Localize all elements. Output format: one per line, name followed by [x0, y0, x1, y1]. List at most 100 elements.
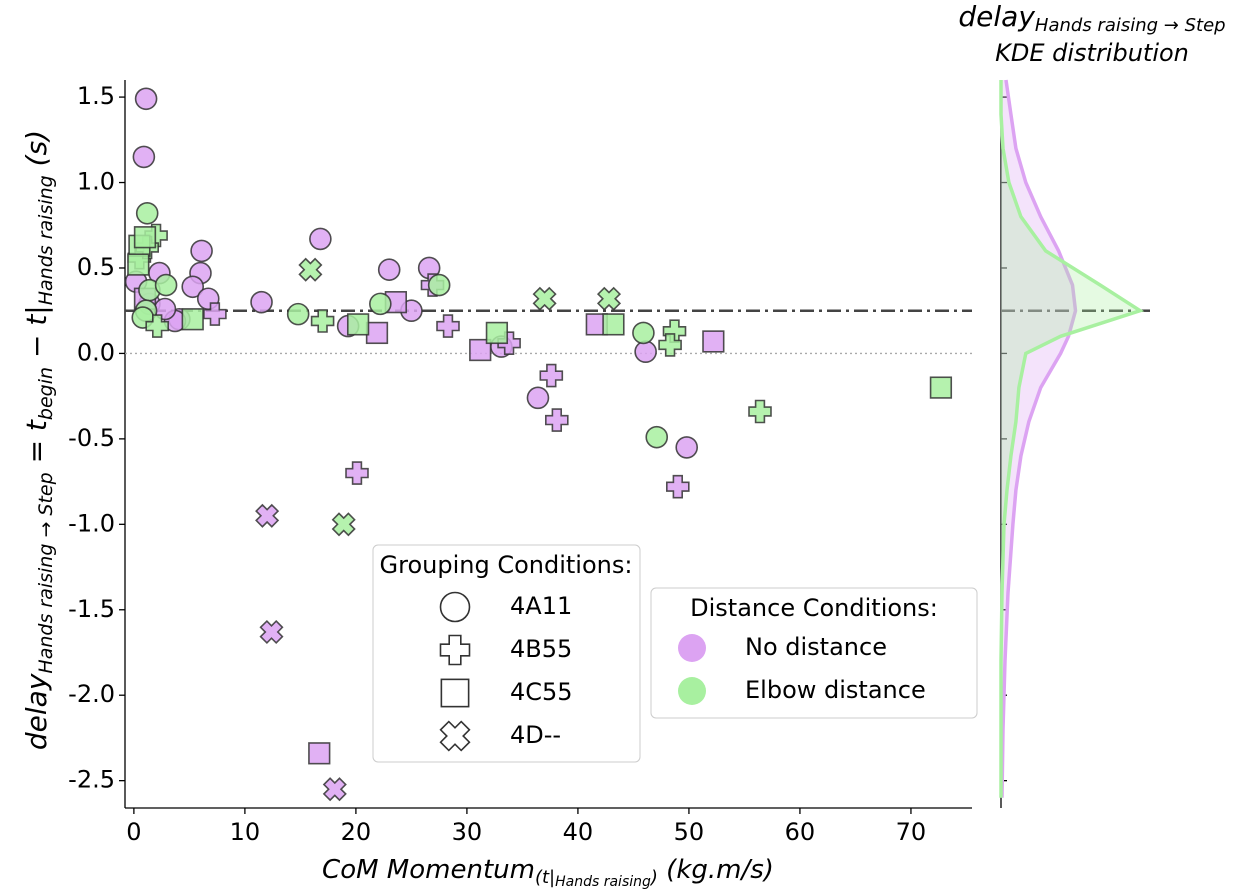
point: [436, 314, 460, 338]
label-part: Hands raising: [35, 175, 57, 305]
point: [250, 290, 273, 314]
x-tick-label: 30: [452, 818, 483, 846]
y-tick-label: -1.5: [68, 595, 115, 623]
x-tick-label: 70: [896, 818, 927, 846]
y-tick-label: -2.0: [68, 680, 115, 708]
y-tick-label: 0.0: [77, 338, 115, 366]
label-part: CoM Momentum: [322, 855, 535, 885]
point: [632, 321, 655, 345]
legend-marker: [439, 634, 471, 666]
y-tick-label: 1.5: [77, 82, 115, 110]
x-tick-label: 10: [230, 818, 261, 846]
point: [634, 340, 657, 364]
kde-area: [1001, 80, 1141, 798]
legend-marker: [440, 678, 470, 708]
point: [675, 436, 699, 459]
label-part: delay: [958, 0, 1035, 33]
legend-marker: [439, 720, 471, 752]
point: [181, 275, 205, 299]
x-tick-label: 20: [341, 818, 372, 846]
legend-label: 4C55: [510, 678, 573, 706]
point: [596, 286, 622, 311]
point: [331, 512, 356, 537]
kde-curve: [1000, 79, 1078, 798]
y-tick-label: 0.5: [77, 253, 115, 281]
grouping-legend: [372, 544, 641, 763]
point: [526, 386, 550, 410]
point: [485, 321, 509, 345]
y-tick-label: 1.0: [77, 168, 115, 196]
x-tick-label: 50: [674, 818, 705, 846]
point: [308, 742, 331, 765]
legend-label: 4B55: [510, 635, 572, 663]
x-tick-label: 60: [785, 818, 816, 846]
point: [929, 376, 953, 399]
label-part: = t: [20, 419, 53, 472]
label-part: delay: [20, 673, 53, 750]
label-part: (kg.m/s): [658, 855, 774, 885]
point: [135, 201, 159, 225]
point: [369, 292, 392, 316]
point: [346, 313, 370, 336]
kde-title: delayHands raising → Step: [958, 0, 1225, 36]
point: [532, 286, 557, 311]
grouping-legend-title: Grouping Conditions:: [380, 551, 633, 579]
y-tick-label: -2.5: [68, 766, 115, 794]
point: [286, 302, 310, 326]
point: [298, 257, 323, 282]
point: [665, 474, 690, 499]
point: [365, 321, 389, 345]
distance-legend-title: Distance Conditions:: [690, 594, 938, 622]
point: [539, 363, 564, 388]
y-axis-label: delayHands raising → Step = tbegin − t|H…: [20, 130, 57, 750]
label-part: (t|: [535, 867, 555, 888]
label-part: − t|: [20, 305, 53, 367]
point: [322, 777, 347, 802]
point: [310, 309, 335, 333]
point: [469, 338, 492, 362]
point: [702, 330, 725, 353]
label-part: Hands raising: [555, 874, 651, 890]
legend-marker: [439, 591, 471, 623]
label-part: ): [649, 867, 658, 888]
x-tick-label: 0: [126, 818, 141, 846]
legend-label: No distance: [745, 633, 887, 661]
kde-title-line2: KDE distribution: [995, 39, 1189, 67]
point: [377, 258, 401, 281]
point: [134, 87, 158, 111]
legend-label: 4A11: [510, 592, 572, 620]
y-tick-label: -0.5: [68, 424, 115, 452]
point: [132, 145, 156, 169]
legend-label: 4D--: [510, 721, 561, 749]
point: [645, 425, 669, 449]
legend-label: Elbow distance: [745, 676, 926, 704]
point: [145, 314, 169, 338]
x-tick-label: 40: [563, 818, 594, 846]
point: [127, 253, 150, 276]
point: [309, 227, 332, 251]
point: [602, 313, 625, 336]
y-tick-label: -1.0: [68, 509, 115, 537]
point: [133, 226, 157, 249]
point: [658, 333, 682, 357]
point: [190, 239, 213, 263]
point: [181, 308, 204, 331]
label-part: begin: [35, 367, 57, 420]
kde-curve: [999, 80, 1145, 798]
distance-legend: [650, 587, 978, 719]
legend-marker: [678, 634, 706, 662]
point: [154, 273, 178, 297]
point: [544, 408, 569, 432]
point: [427, 273, 451, 297]
point: [345, 461, 369, 485]
label-part: (s): [20, 130, 53, 175]
point: [259, 619, 284, 645]
point: [255, 503, 280, 528]
label-part: Hands raising → Step: [1035, 15, 1226, 36]
point: [203, 302, 227, 326]
label-part: Hands raising → Step: [35, 472, 57, 673]
x-axis-label: CoM Momentum(t|Hands raising) (kg.m/s): [322, 855, 774, 891]
point: [748, 399, 772, 424]
legend-marker: [678, 677, 706, 705]
